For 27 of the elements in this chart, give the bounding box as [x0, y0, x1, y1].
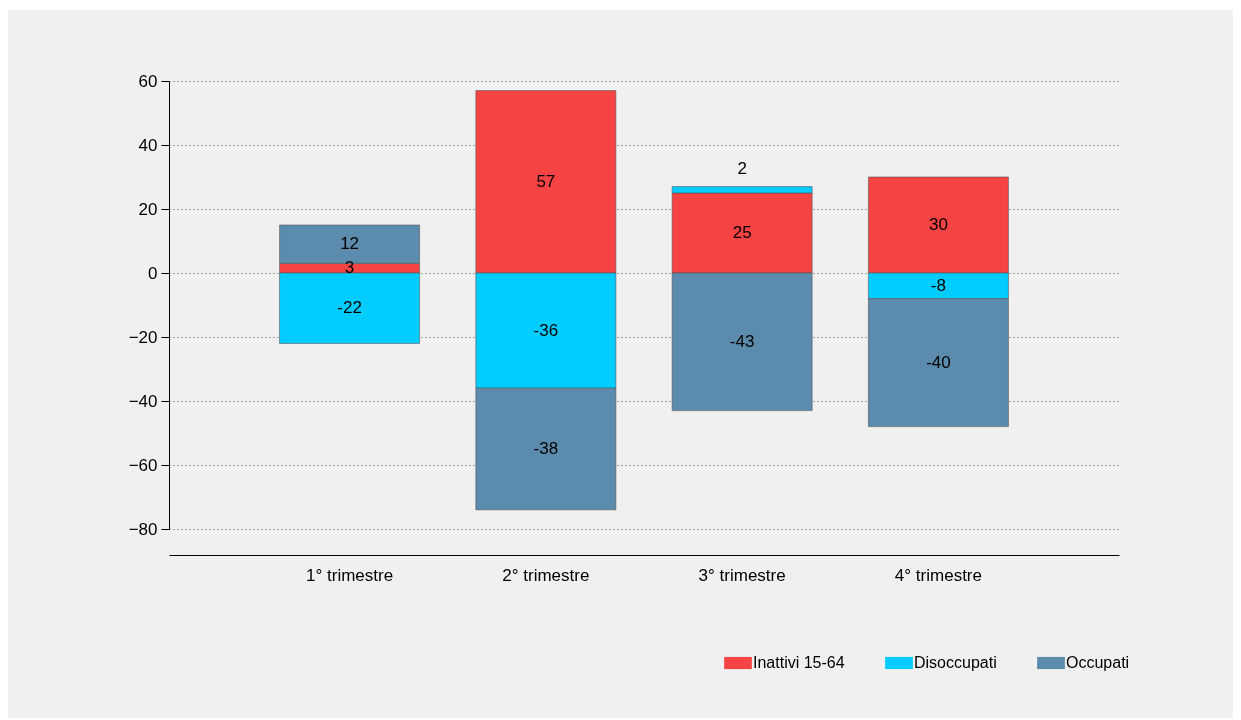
legend-label: Inattivi 15-64 — [753, 654, 845, 671]
y-tick-label: −20 — [128, 327, 158, 347]
x-tick-label: 2° trimestre — [502, 565, 590, 585]
x-tick-label: 4° trimestre — [894, 565, 982, 585]
y-tick-label: 60 — [138, 71, 158, 91]
y-tick-label: −40 — [128, 391, 158, 411]
x-tick-label: 1° trimestre — [306, 565, 394, 585]
x-tick-label: 3° trimestre — [698, 565, 786, 585]
y-tick-label: 40 — [138, 135, 158, 155]
data-label: 30 — [928, 215, 948, 234]
data-label: -38 — [533, 439, 559, 458]
legend-label: Disoccupati — [914, 654, 997, 671]
y-tick-label: −80 — [128, 519, 158, 539]
data-label: -22 — [337, 298, 362, 318]
y-tick-label: 20 — [138, 199, 158, 219]
data-label: -40 — [926, 352, 951, 372]
data-label: 3 — [344, 258, 355, 278]
data-label: -8 — [930, 275, 946, 295]
data-label: -43 — [729, 331, 755, 351]
y-tick-label: −60 — [128, 455, 158, 475]
data-label: 2 — [737, 158, 747, 178]
data-label: -36 — [533, 320, 559, 340]
legend-label: Occupati — [1066, 654, 1130, 671]
data-label: 12 — [340, 234, 360, 254]
y-tick-label: 0 — [148, 263, 158, 283]
data-label: 25 — [732, 223, 752, 242]
data-label: 57 — [536, 171, 556, 191]
